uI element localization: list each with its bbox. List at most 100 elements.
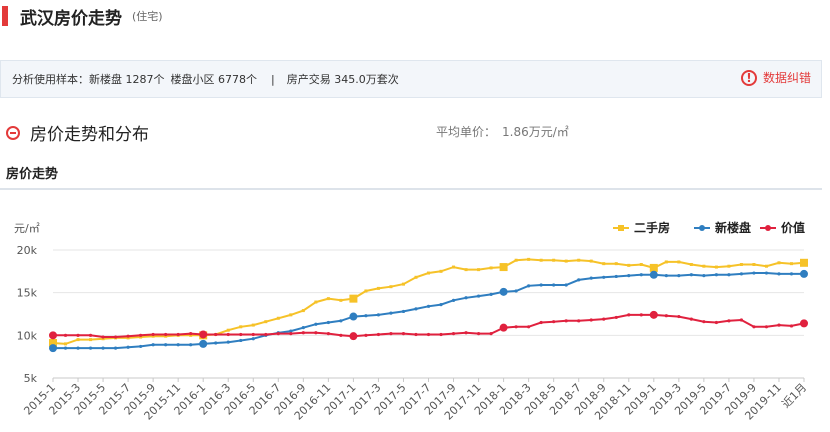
legend-item[interactable]: 价值: [760, 220, 805, 235]
data-point[interactable]: [389, 311, 393, 315]
data-point[interactable]: [589, 318, 593, 322]
data-point[interactable]: [326, 332, 330, 336]
data-point[interactable]: [489, 332, 493, 336]
data-point[interactable]: [439, 332, 443, 337]
data-point[interactable]: [649, 263, 658, 272]
data-point[interactable]: [326, 320, 330, 325]
data-point[interactable]: [649, 310, 658, 319]
data-point[interactable]: [364, 314, 368, 318]
data-point[interactable]: [639, 313, 643, 317]
data-point[interactable]: [101, 337, 105, 341]
data-point[interactable]: [764, 271, 769, 275]
data-point[interactable]: [276, 332, 280, 336]
data-point[interactable]: [401, 282, 405, 286]
data-point[interactable]: [777, 323, 781, 327]
data-point[interactable]: [752, 263, 756, 267]
data-point[interactable]: [49, 344, 57, 353]
data-point[interactable]: [139, 333, 143, 337]
data-point[interactable]: [49, 331, 57, 340]
data-point[interactable]: [189, 343, 193, 347]
data-point[interactable]: [527, 284, 531, 288]
data-point[interactable]: [614, 262, 618, 266]
data-point[interactable]: [627, 313, 631, 317]
data-point[interactable]: [76, 338, 80, 342]
data-point[interactable]: [251, 337, 255, 341]
data-point[interactable]: [364, 289, 368, 293]
data-point[interactable]: [426, 332, 431, 337]
data-point[interactable]: [414, 307, 418, 311]
data-point[interactable]: [527, 325, 531, 329]
data-point[interactable]: [614, 315, 618, 320]
data-point[interactable]: [164, 343, 168, 347]
data-point[interactable]: [627, 263, 631, 267]
data-point[interactable]: [577, 278, 581, 282]
data-point[interactable]: [602, 317, 606, 321]
data-point[interactable]: [552, 320, 556, 324]
data-point[interactable]: [800, 319, 808, 328]
data-point[interactable]: [539, 258, 543, 262]
data-point[interactable]: [739, 318, 744, 322]
data-point[interactable]: [301, 331, 305, 335]
data-point[interactable]: [339, 333, 343, 337]
data-point[interactable]: [376, 286, 380, 290]
data-point[interactable]: [677, 260, 681, 264]
data-point[interactable]: [677, 314, 681, 319]
data-point[interactable]: [349, 294, 358, 303]
data-point[interactable]: [789, 324, 794, 328]
data-point[interactable]: [589, 259, 593, 263]
data-point[interactable]: [276, 316, 280, 320]
data-point[interactable]: [451, 332, 456, 336]
data-point[interactable]: [789, 262, 793, 266]
data-point[interactable]: [239, 332, 243, 337]
data-point[interactable]: [151, 343, 155, 347]
data-point[interactable]: [214, 341, 218, 345]
data-point[interactable]: [577, 319, 581, 323]
data-point[interactable]: [226, 340, 230, 344]
data-point[interactable]: [702, 320, 706, 324]
data-point[interactable]: [176, 343, 180, 347]
data-point[interactable]: [64, 342, 68, 346]
data-point[interactable]: [514, 289, 518, 293]
data-point[interactable]: [727, 273, 731, 277]
collapse-icon[interactable]: [6, 125, 20, 140]
data-point[interactable]: [739, 272, 744, 276]
data-point[interactable]: [464, 268, 468, 272]
data-point[interactable]: [602, 275, 606, 279]
data-point[interactable]: [301, 309, 305, 313]
data-point[interactable]: [727, 264, 731, 268]
data-point[interactable]: [76, 333, 80, 337]
data-point[interactable]: [389, 285, 393, 289]
data-point[interactable]: [88, 333, 93, 337]
data-point[interactable]: [264, 320, 268, 324]
data-point[interactable]: [199, 339, 208, 348]
data-point[interactable]: [314, 300, 318, 304]
data-point[interactable]: [664, 274, 668, 278]
data-point[interactable]: [289, 313, 293, 317]
data-point[interactable]: [349, 332, 358, 341]
data-point[interactable]: [552, 283, 556, 287]
data-point[interactable]: [88, 346, 93, 350]
data-point[interactable]: [639, 273, 643, 277]
data-point[interactable]: [301, 326, 305, 330]
data-point[interactable]: [189, 333, 193, 337]
data-point[interactable]: [752, 271, 756, 275]
data-point[interactable]: [464, 296, 468, 300]
data-point[interactable]: [164, 332, 168, 337]
data-point[interactable]: [451, 298, 456, 302]
data-point[interactable]: [376, 313, 381, 317]
data-point[interactable]: [376, 332, 381, 337]
data-point[interactable]: [739, 263, 743, 267]
data-point[interactable]: [401, 332, 406, 336]
data-point[interactable]: [664, 260, 668, 264]
data-point[interactable]: [702, 264, 706, 268]
data-point[interactable]: [49, 339, 57, 348]
data-point[interactable]: [239, 325, 243, 329]
data-point[interactable]: [689, 317, 693, 321]
data-point[interactable]: [714, 273, 718, 277]
data-point[interactable]: [689, 273, 693, 277]
data-point[interactable]: [289, 332, 293, 336]
data-point[interactable]: [664, 314, 668, 318]
data-point[interactable]: [63, 346, 68, 350]
data-point[interactable]: [714, 265, 718, 269]
legend-item[interactable]: 二手房: [613, 220, 670, 235]
